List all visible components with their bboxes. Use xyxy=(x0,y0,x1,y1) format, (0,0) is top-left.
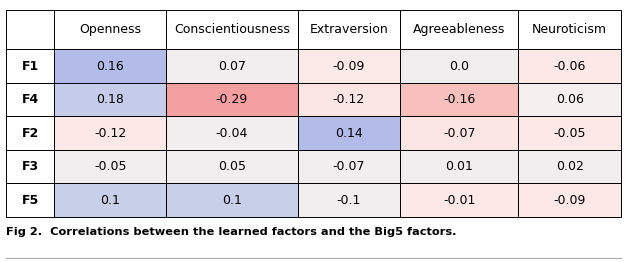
Text: 0.02: 0.02 xyxy=(556,160,584,173)
Bar xyxy=(518,183,621,217)
Text: -0.07: -0.07 xyxy=(333,160,365,173)
Text: 0.06: 0.06 xyxy=(556,93,584,106)
Text: -0.06: -0.06 xyxy=(554,59,586,73)
Bar xyxy=(54,183,166,217)
Bar xyxy=(6,183,54,217)
Text: 0.01: 0.01 xyxy=(445,160,473,173)
Text: -0.12: -0.12 xyxy=(94,127,127,140)
Text: -0.04: -0.04 xyxy=(216,127,248,140)
Bar xyxy=(166,49,298,83)
Bar xyxy=(298,116,400,150)
Text: -0.16: -0.16 xyxy=(443,93,476,106)
Bar xyxy=(166,150,298,183)
Text: Extraversion: Extraversion xyxy=(309,23,388,36)
Bar xyxy=(518,49,621,83)
Bar xyxy=(400,183,518,217)
Bar xyxy=(6,150,54,183)
Bar xyxy=(54,49,166,83)
Text: Agreeableness: Agreeableness xyxy=(413,23,506,36)
Bar xyxy=(518,116,621,150)
Text: F3: F3 xyxy=(22,160,39,173)
Text: 0.0: 0.0 xyxy=(449,59,469,73)
Text: 0.05: 0.05 xyxy=(218,160,246,173)
Text: F4: F4 xyxy=(22,93,39,106)
Text: 0.07: 0.07 xyxy=(218,59,246,73)
Bar xyxy=(518,10,621,49)
Bar xyxy=(6,83,54,116)
Bar xyxy=(6,116,54,150)
Bar xyxy=(166,83,298,116)
Text: 0.1: 0.1 xyxy=(222,194,242,207)
Bar xyxy=(298,150,400,183)
Bar xyxy=(6,10,54,49)
Bar xyxy=(166,183,298,217)
Text: -0.01: -0.01 xyxy=(443,194,476,207)
Text: -0.07: -0.07 xyxy=(443,127,476,140)
Text: Fig 2.  Correlations between the learned factors and the Big5 factors.: Fig 2. Correlations between the learned … xyxy=(6,227,457,237)
Bar xyxy=(518,150,621,183)
Bar xyxy=(54,150,166,183)
Bar xyxy=(400,150,518,183)
Text: -0.05: -0.05 xyxy=(554,127,586,140)
Bar xyxy=(6,49,54,83)
Bar xyxy=(400,83,518,116)
Bar xyxy=(400,10,518,49)
Bar xyxy=(166,10,298,49)
Text: 0.18: 0.18 xyxy=(97,93,124,106)
Bar xyxy=(298,83,400,116)
Bar xyxy=(54,10,166,49)
Bar xyxy=(400,116,518,150)
Text: 0.1: 0.1 xyxy=(100,194,120,207)
Text: -0.12: -0.12 xyxy=(333,93,365,106)
Text: Neuroticism: Neuroticism xyxy=(532,23,607,36)
Bar xyxy=(298,49,400,83)
Bar xyxy=(166,116,298,150)
Text: Conscientiousness: Conscientiousness xyxy=(174,23,290,36)
Bar xyxy=(54,116,166,150)
Bar xyxy=(298,10,400,49)
Text: F5: F5 xyxy=(22,194,39,207)
Text: -0.1: -0.1 xyxy=(337,194,361,207)
Bar xyxy=(518,83,621,116)
Text: -0.09: -0.09 xyxy=(554,194,586,207)
Text: -0.29: -0.29 xyxy=(216,93,248,106)
Text: 0.14: 0.14 xyxy=(335,127,363,140)
Bar xyxy=(400,49,518,83)
Bar xyxy=(54,83,166,116)
Text: -0.09: -0.09 xyxy=(333,59,365,73)
Text: F2: F2 xyxy=(22,127,39,140)
Bar xyxy=(298,183,400,217)
Text: Openness: Openness xyxy=(79,23,141,36)
Text: -0.05: -0.05 xyxy=(94,160,127,173)
Text: F1: F1 xyxy=(22,59,39,73)
Text: 0.16: 0.16 xyxy=(97,59,124,73)
